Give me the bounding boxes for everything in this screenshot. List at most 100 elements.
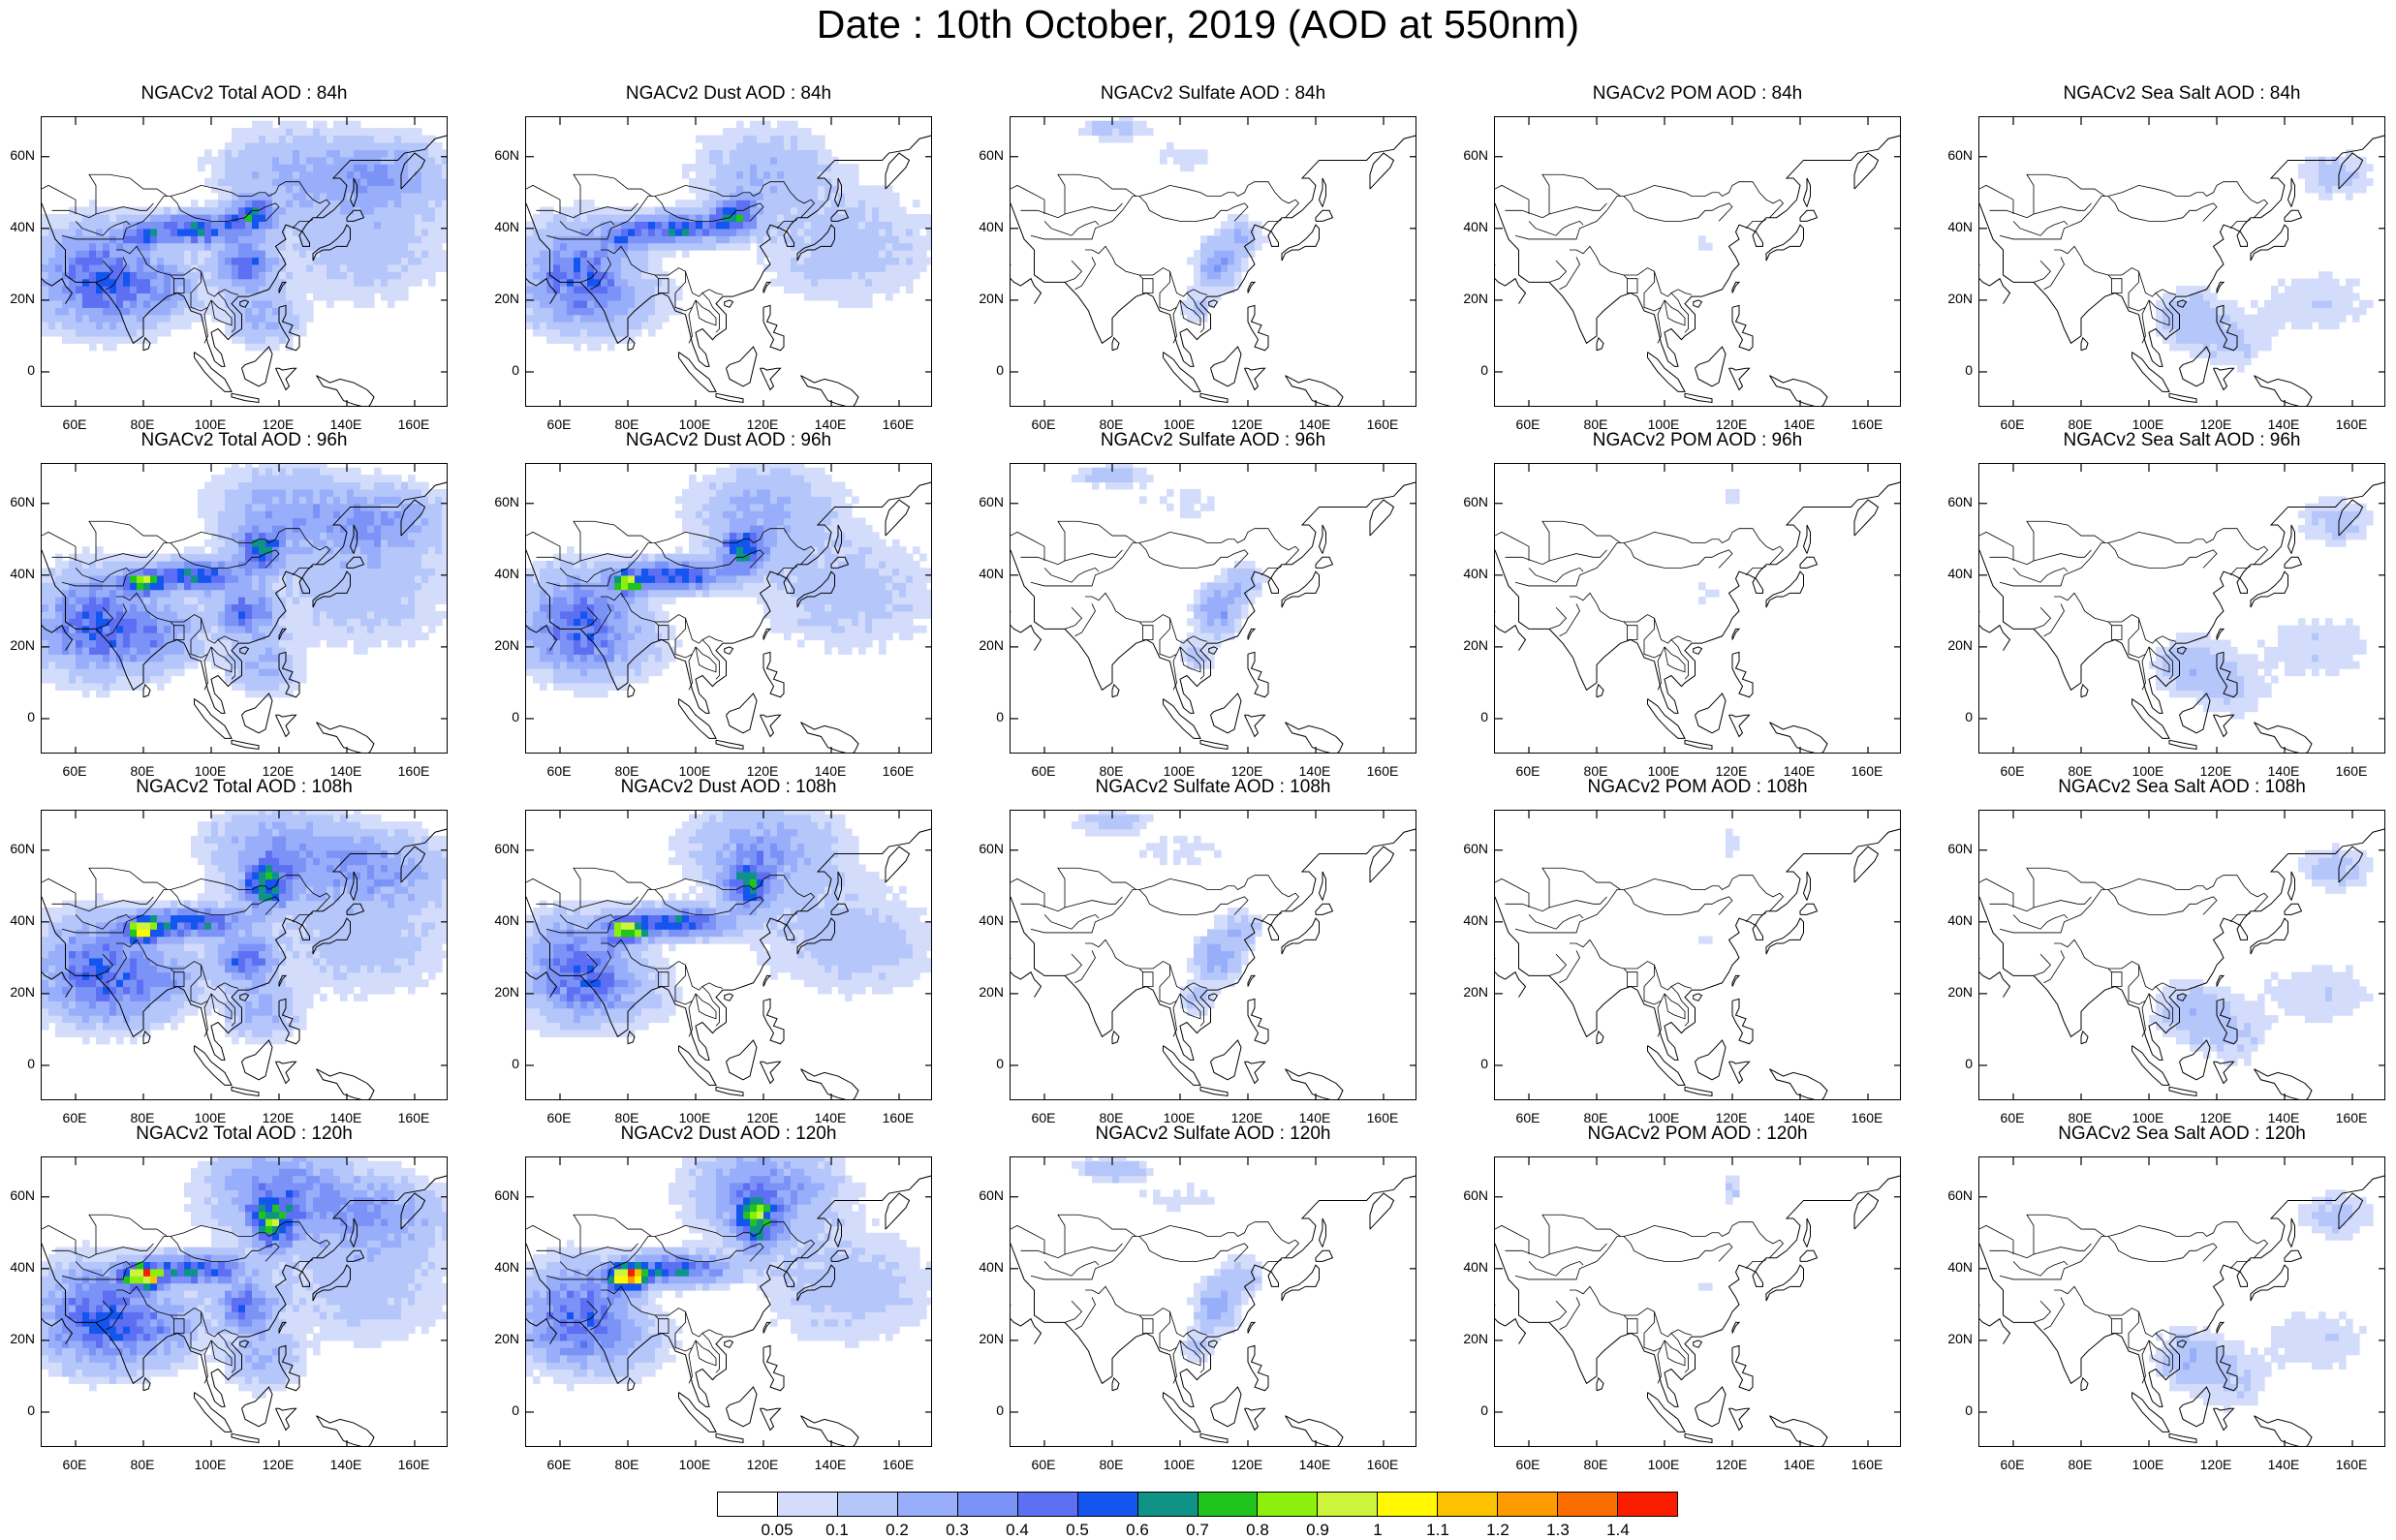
country-border [1075, 1297, 1096, 1329]
lat-tick-label: 60N [481, 147, 519, 163]
lon-tick-label: 60E [535, 1457, 583, 1472]
country-border [1644, 965, 1665, 1036]
lon-tick-label: 120E [1223, 1457, 1271, 1472]
lat-tick-label: 0 [0, 1402, 35, 1418]
lon-tick-label: 60E [50, 1457, 99, 1472]
coastline [1164, 1393, 1201, 1432]
colorbar-box [1138, 1493, 1198, 1516]
country-border [2108, 1236, 2217, 1261]
colorbar-box [1078, 1493, 1138, 1516]
coastline [1766, 1265, 1804, 1301]
country-border [1665, 994, 1685, 1019]
country-border [1665, 300, 1685, 325]
coastline [1685, 393, 1712, 402]
country-border [1570, 939, 1692, 990]
coastline [2081, 1032, 2088, 1044]
lat-tick-label: 60N [1934, 494, 1973, 509]
coastline [679, 1046, 717, 1086]
aod-map [42, 1157, 448, 1447]
lat-tick-label: 40N [965, 912, 1004, 928]
coastline [1211, 1040, 1242, 1080]
coastline [195, 699, 233, 739]
country-border [696, 1340, 716, 1366]
country-border [1979, 1225, 2013, 1254]
coastline [1286, 723, 1344, 754]
coastline [763, 282, 770, 293]
country-border [1261, 567, 1282, 575]
coastline [1211, 1387, 1242, 1427]
lat-tick-label: 0 [1934, 709, 1973, 724]
aod-field [2149, 1189, 2374, 1412]
coastline [1979, 1305, 2010, 1344]
coastline [1370, 153, 1394, 189]
coastline [1732, 282, 1739, 293]
coastline [1248, 652, 1268, 696]
country-border [2054, 593, 2176, 643]
colorbar-box [1258, 1493, 1318, 1516]
country-border [1549, 261, 1567, 282]
coastline [276, 1408, 296, 1430]
lat-tick-label: 20N [965, 291, 1004, 306]
country-border [1746, 1260, 1766, 1269]
coastline [725, 994, 733, 1001]
country-border [1515, 1222, 1784, 1279]
coastline [763, 1322, 770, 1333]
coastline [1732, 1322, 1739, 1333]
coastline [1282, 918, 1320, 954]
lon-tick-label: 80E [603, 1457, 651, 1472]
coastline [1804, 872, 1811, 901]
country-border [1495, 878, 1529, 908]
lat-tick-label: 40N [1449, 912, 1488, 928]
country-border [2129, 1311, 2149, 1383]
coastline [1770, 376, 1828, 407]
country-border [1495, 185, 1529, 214]
panel-title: NGACv2 Sulfate AOD : 120h [971, 1124, 1455, 1145]
coastline [679, 353, 717, 392]
coastline [242, 693, 273, 733]
coastline [725, 1340, 733, 1347]
country-border [1990, 897, 2092, 911]
lon-tick-label: 140E [322, 1457, 370, 1472]
lon-tick-label: 80E [1571, 1457, 1620, 1472]
country-border [2129, 965, 2149, 1036]
country-border [1549, 954, 1567, 975]
lon-tick-label: 160E [389, 1457, 438, 1472]
country-border [2230, 220, 2251, 229]
coastline [2169, 393, 2196, 402]
coastline [1248, 629, 1255, 639]
lat-tick-label: 40N [1449, 1259, 1488, 1275]
lat-tick-label: 60N [1934, 147, 1973, 163]
colorbar-label: 0.5 [1048, 1521, 1106, 1540]
country-border [1044, 1261, 1099, 1276]
country-border [1021, 897, 1123, 911]
country-border [2000, 876, 2268, 933]
coastline [1200, 1433, 1228, 1442]
lon-tick-label: 120E [2192, 1457, 2240, 1472]
coastline [1800, 210, 1818, 221]
colorbar-label: 0.9 [1289, 1521, 1347, 1540]
coastline [317, 1069, 375, 1100]
panel-title: NGACv2 POM AOD : 120h [1455, 1124, 1940, 1145]
lat-tick-label: 40N [481, 912, 519, 928]
coastline [2214, 368, 2234, 389]
panel-title: NGACv2 POM AOD : 84h [1455, 83, 1940, 105]
colorbar-label: 1.4 [1589, 1521, 1647, 1540]
aod-field [42, 811, 448, 1044]
map-frame [1494, 463, 1901, 754]
figure-title: Date : 10th October, 2019 (AOD at 550nm) [0, 2, 2396, 47]
country-border [1065, 261, 1082, 282]
colorbar-label: 1.2 [1469, 1521, 1527, 1540]
colorbar-box [1438, 1493, 1498, 1516]
coastline [761, 715, 781, 736]
lat-tick-label: 40N [481, 566, 519, 581]
coastline [1685, 1433, 1712, 1442]
country-border [1529, 221, 1583, 235]
colorbar-box [1018, 1493, 1078, 1516]
lat-tick-label: 40N [1934, 219, 1973, 234]
coastline [2081, 1378, 2088, 1391]
country-border [2230, 1260, 2251, 1269]
coastline [2255, 723, 2313, 754]
coastline [801, 376, 859, 407]
coastline [276, 715, 296, 736]
panel-title: NGACv2 Sulfate AOD : 84h [971, 83, 1455, 105]
